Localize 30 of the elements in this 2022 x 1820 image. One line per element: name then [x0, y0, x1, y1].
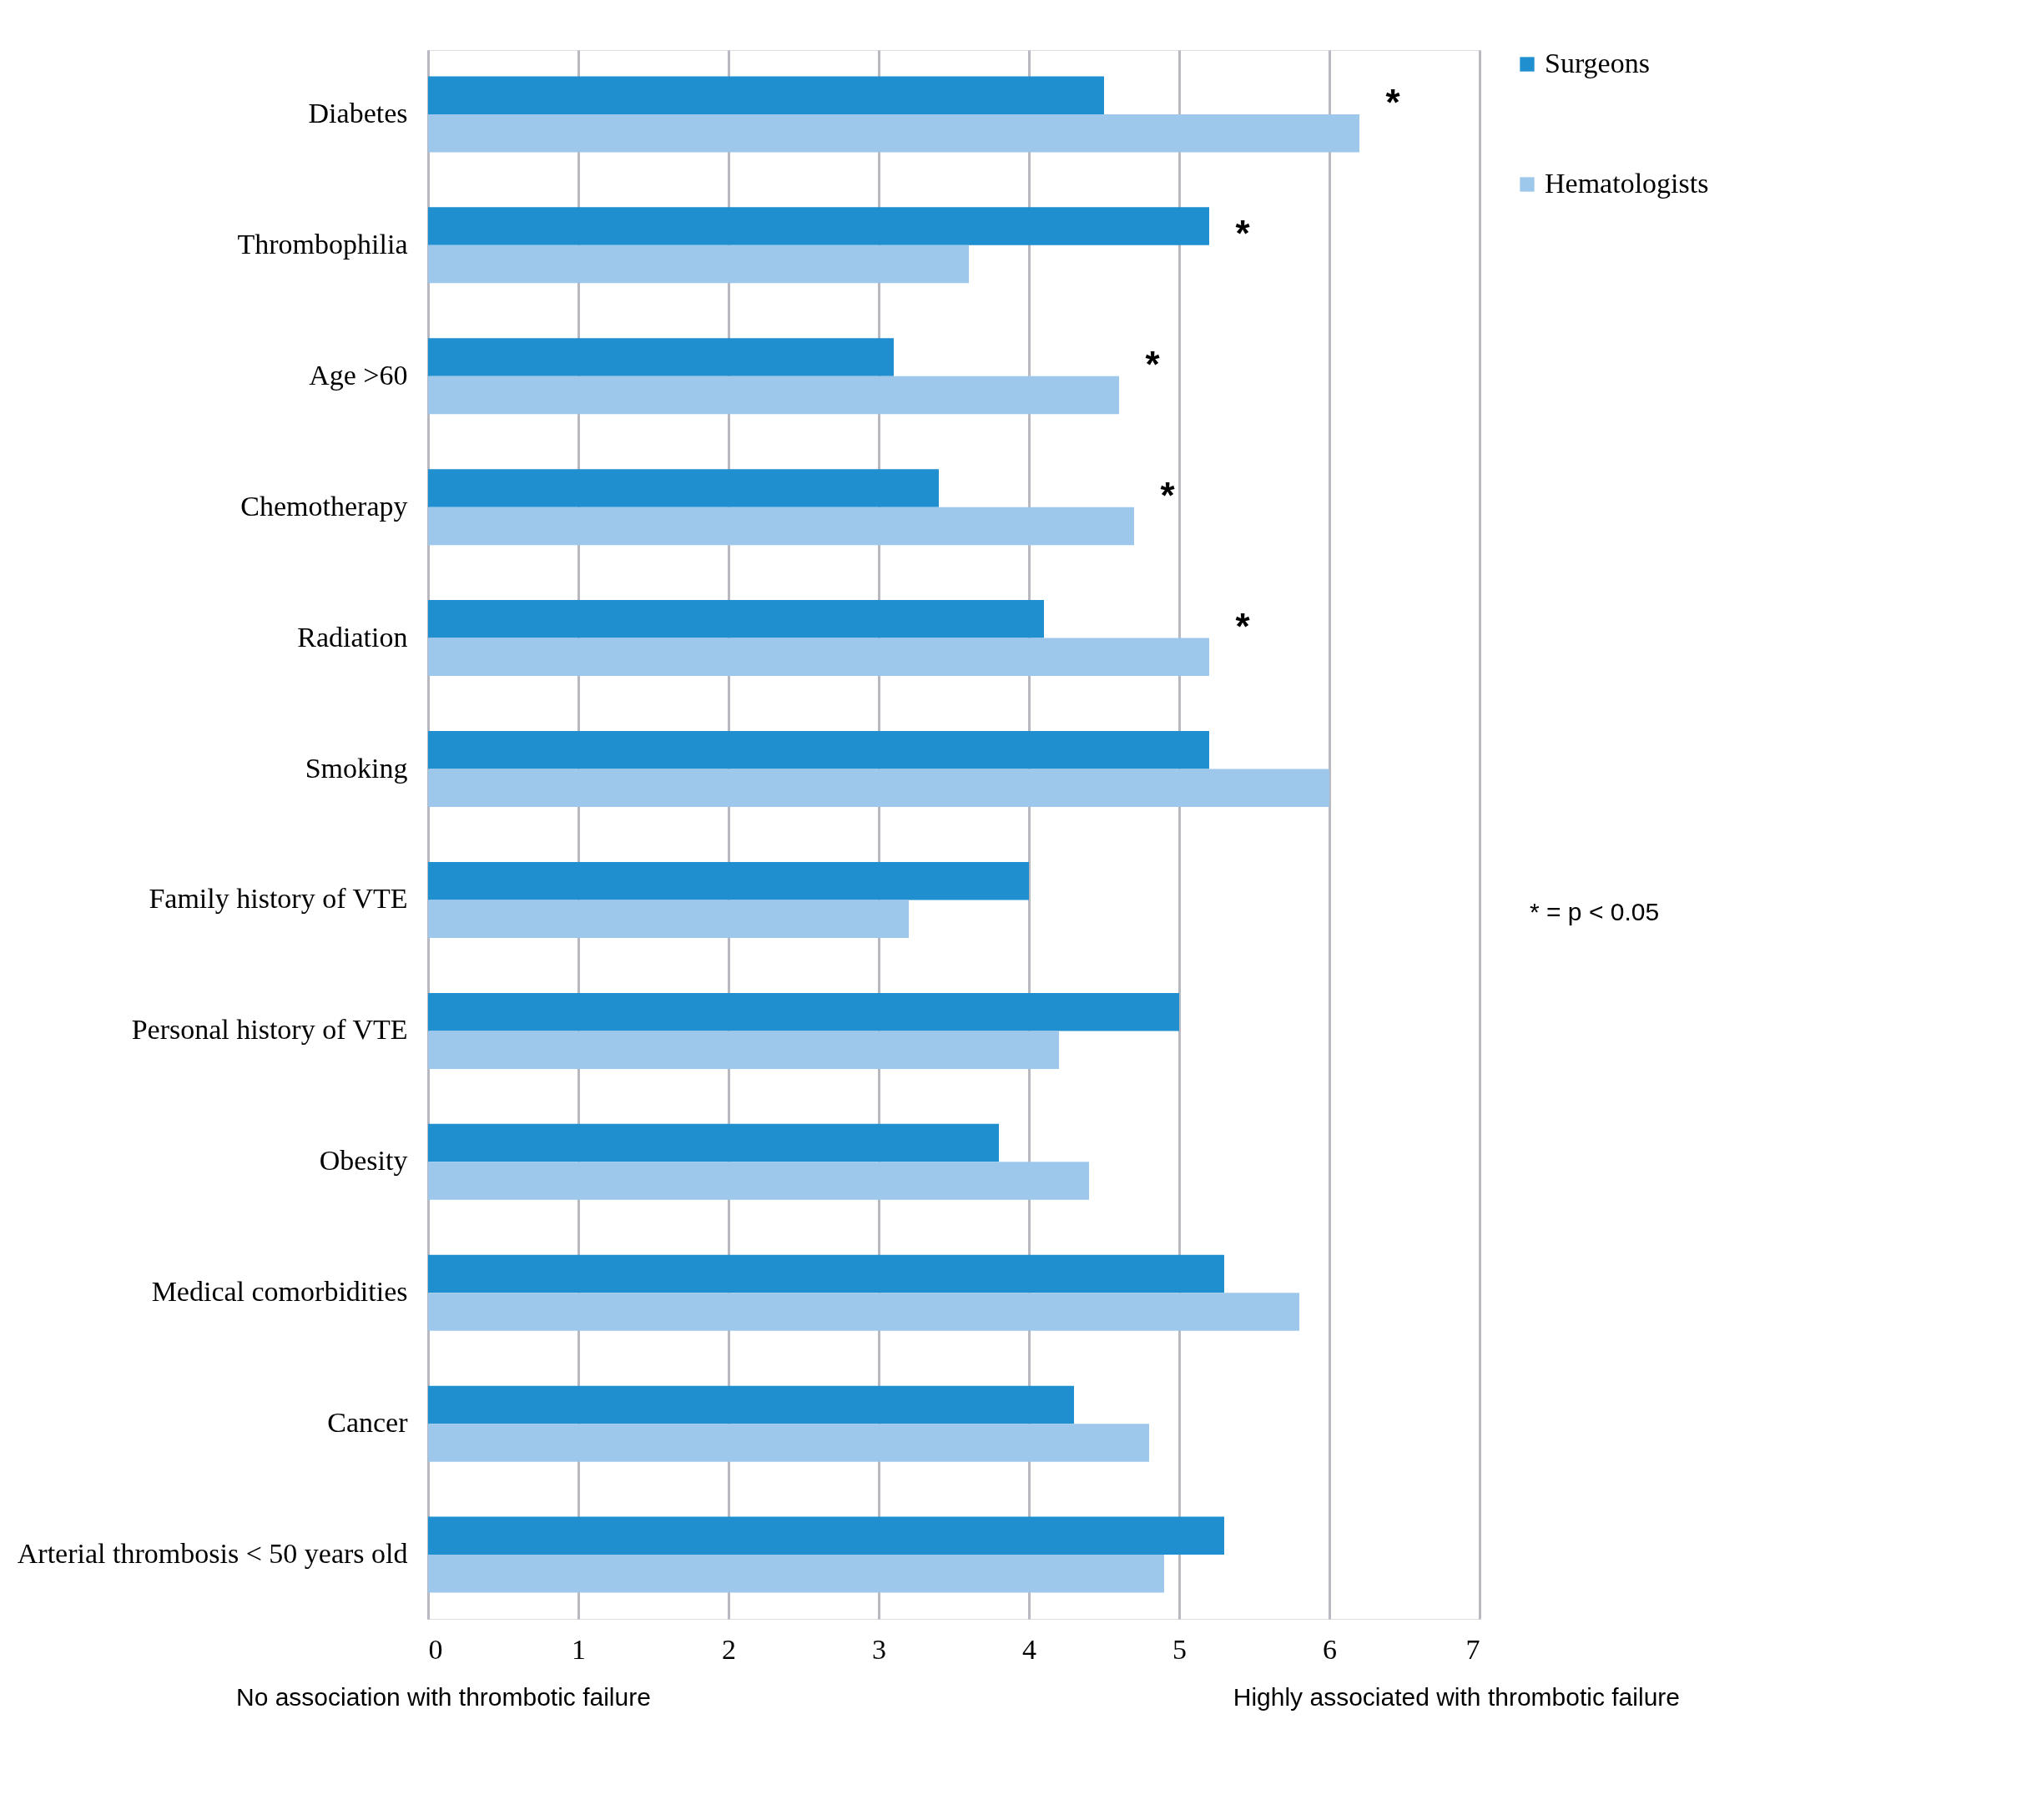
legend-label: Hematologists — [1545, 168, 1709, 199]
text: No association with thrombotic failure — [236, 1683, 651, 1711]
x-tick-label: 5 — [1172, 1633, 1187, 1665]
text: * = p < 0.05 — [1530, 898, 1660, 925]
y-tick-label: Family history of VTE — [149, 883, 408, 915]
x-tick-label: 0 — [428, 1633, 443, 1665]
y-tick-label: Smoking — [305, 752, 408, 784]
y-tick-label: Arterial thrombosis < 50 years old — [17, 1538, 408, 1570]
y-tick-label: Cancer — [327, 1407, 409, 1439]
x-tick-label: 6 — [1323, 1633, 1337, 1665]
annotation: * — [1385, 81, 1401, 123]
annotation: * — [1235, 605, 1251, 647]
y-tick-label: Radiation — [297, 621, 408, 653]
y-tick-label: Thrombophilia — [237, 228, 408, 260]
y-tick-label: Medical comorbidities — [151, 1276, 408, 1308]
x-tick-label: 2 — [722, 1633, 736, 1665]
y-tick-label: Obesity — [319, 1145, 408, 1177]
y-tick-label: Chemotherapy — [240, 490, 408, 522]
x-tick-label: 7 — [1465, 1633, 1480, 1665]
x-tick-label: 4 — [1022, 1633, 1036, 1665]
legend-label: Surgeons — [1545, 48, 1650, 78]
x-tick-label: 1 — [572, 1633, 586, 1665]
y-tick-label: Personal history of VTE — [131, 1014, 408, 1046]
annotation: * — [1145, 343, 1161, 385]
text: Highly associated with thrombotic failure — [1233, 1683, 1680, 1711]
x-tick-label: 3 — [872, 1633, 886, 1665]
annotation: * — [1235, 212, 1251, 254]
y-tick-label: Diabetes — [308, 97, 408, 129]
y-tick-label: Age >60 — [309, 359, 408, 391]
annotation: * — [1160, 474, 1176, 516]
